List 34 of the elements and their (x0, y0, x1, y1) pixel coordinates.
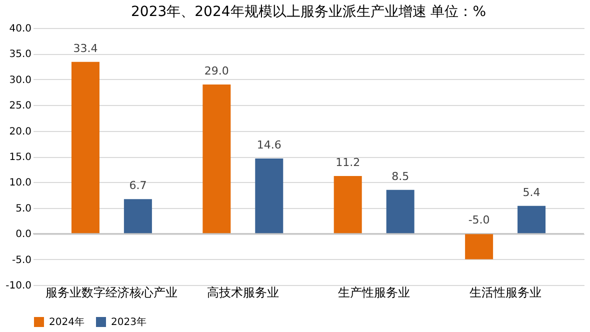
y-tick-label: 40.0 (9, 24, 32, 34)
data-label: 6.7 (129, 179, 147, 192)
x-tick-label: 高技术服务业 (206, 286, 279, 300)
x-tick-label: 生活性服务业 (469, 286, 542, 300)
data-label: 5.4 (522, 186, 540, 199)
bar (202, 84, 231, 234)
y-tick-label: 30.0 (9, 74, 32, 86)
bar (124, 199, 152, 234)
bar (334, 176, 362, 234)
y-tick-label: 5.0 (16, 203, 32, 214)
data-label: 33.4 (73, 42, 98, 55)
y-tick-label: 25.0 (9, 100, 32, 112)
bar (71, 62, 100, 234)
x-tick-label: 服务业数字经济核心产业 (46, 286, 178, 300)
bar (386, 190, 414, 234)
y-tick-label: 20.0 (9, 126, 32, 138)
data-label: 11.2 (336, 156, 360, 170)
data-label: 8.5 (392, 170, 410, 183)
y-tick-label: 35.0 (9, 49, 32, 60)
y-tick-label: 0.0 (16, 229, 32, 240)
legend-label: 2023年 (111, 316, 146, 328)
y-tick-label: -5.0 (12, 254, 32, 266)
data-label: 14.6 (256, 138, 282, 152)
y-tick-label: 15.0 (9, 152, 32, 163)
bar (465, 234, 494, 260)
data-label: 29.0 (204, 64, 229, 78)
y-tick-label: 10.0 (9, 178, 32, 189)
y-tick-label: -10.0 (6, 280, 32, 292)
data-label: -5.0 (468, 214, 490, 227)
legend-label: 2024年 (49, 316, 84, 328)
bar (518, 206, 546, 234)
x-tick-label: 生产性服务业 (338, 286, 410, 300)
bar (255, 158, 284, 234)
chart-title: 2023年、2024年规模以上服务业派生产业增速 单位：% (130, 4, 486, 20)
